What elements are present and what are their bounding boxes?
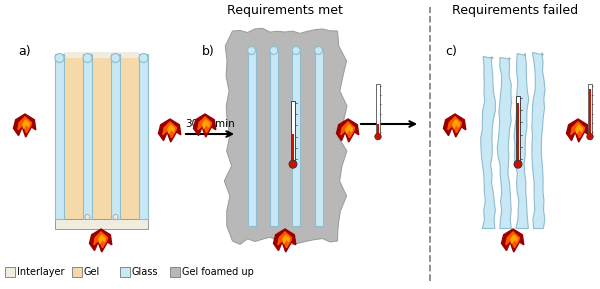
Polygon shape: [198, 117, 211, 133]
Polygon shape: [278, 232, 292, 248]
Bar: [291, 101, 295, 161]
Polygon shape: [506, 232, 520, 248]
Polygon shape: [571, 122, 584, 138]
Polygon shape: [514, 53, 529, 229]
Polygon shape: [576, 125, 583, 134]
Bar: [314, 49, 323, 225]
Bar: [111, 54, 120, 219]
Polygon shape: [337, 119, 359, 142]
Polygon shape: [193, 114, 216, 137]
Bar: [376, 84, 380, 134]
Text: Gel foamed up: Gel foamed up: [182, 267, 254, 277]
Bar: [72, 267, 82, 277]
Bar: [292, 49, 300, 225]
Bar: [170, 267, 180, 277]
Bar: [516, 96, 520, 161]
Polygon shape: [18, 117, 31, 133]
Bar: [139, 54, 148, 219]
Polygon shape: [163, 122, 176, 138]
Polygon shape: [532, 53, 545, 229]
Polygon shape: [224, 28, 347, 244]
Circle shape: [587, 133, 593, 140]
Circle shape: [83, 53, 92, 62]
Polygon shape: [13, 114, 36, 137]
Polygon shape: [497, 58, 511, 229]
Bar: [55, 54, 64, 219]
Bar: [589, 84, 592, 134]
Text: Requirements failed: Requirements failed: [452, 4, 578, 17]
Polygon shape: [203, 120, 209, 128]
Bar: [64, 52, 139, 58]
Text: a): a): [18, 45, 31, 58]
Bar: [377, 124, 379, 134]
Text: 30-60min: 30-60min: [185, 119, 235, 129]
Polygon shape: [453, 120, 460, 128]
Bar: [292, 134, 295, 161]
Polygon shape: [274, 229, 296, 252]
Bar: [120, 267, 130, 277]
Polygon shape: [283, 235, 289, 243]
Text: Interlayer: Interlayer: [17, 267, 65, 277]
Circle shape: [314, 47, 323, 55]
Bar: [589, 89, 591, 134]
Text: Glass: Glass: [132, 267, 158, 277]
Circle shape: [55, 53, 64, 62]
Polygon shape: [158, 119, 181, 142]
Circle shape: [375, 133, 381, 140]
Polygon shape: [502, 229, 524, 252]
Polygon shape: [448, 117, 461, 133]
Circle shape: [270, 47, 278, 55]
Polygon shape: [94, 232, 107, 248]
Bar: [64, 54, 139, 221]
Text: c): c): [445, 45, 457, 58]
Circle shape: [85, 214, 90, 220]
Polygon shape: [99, 235, 106, 243]
Bar: [83, 54, 92, 219]
Bar: [517, 103, 520, 161]
Polygon shape: [511, 235, 517, 243]
Bar: [5, 267, 15, 277]
Circle shape: [111, 53, 120, 62]
Circle shape: [113, 214, 118, 220]
Circle shape: [289, 160, 297, 168]
Circle shape: [292, 47, 300, 55]
Text: b): b): [202, 45, 215, 58]
Bar: [248, 49, 256, 225]
Polygon shape: [341, 122, 355, 138]
Text: Gel: Gel: [84, 267, 100, 277]
Circle shape: [139, 53, 148, 62]
Circle shape: [514, 160, 522, 168]
Bar: [270, 49, 278, 225]
Polygon shape: [168, 125, 175, 134]
Text: Requirements met: Requirements met: [227, 4, 343, 17]
Bar: [55, 219, 148, 229]
Polygon shape: [23, 120, 29, 128]
Polygon shape: [481, 57, 496, 229]
Polygon shape: [346, 125, 352, 134]
Polygon shape: [443, 114, 466, 137]
Circle shape: [248, 47, 256, 55]
Polygon shape: [89, 229, 112, 252]
Polygon shape: [566, 119, 589, 142]
